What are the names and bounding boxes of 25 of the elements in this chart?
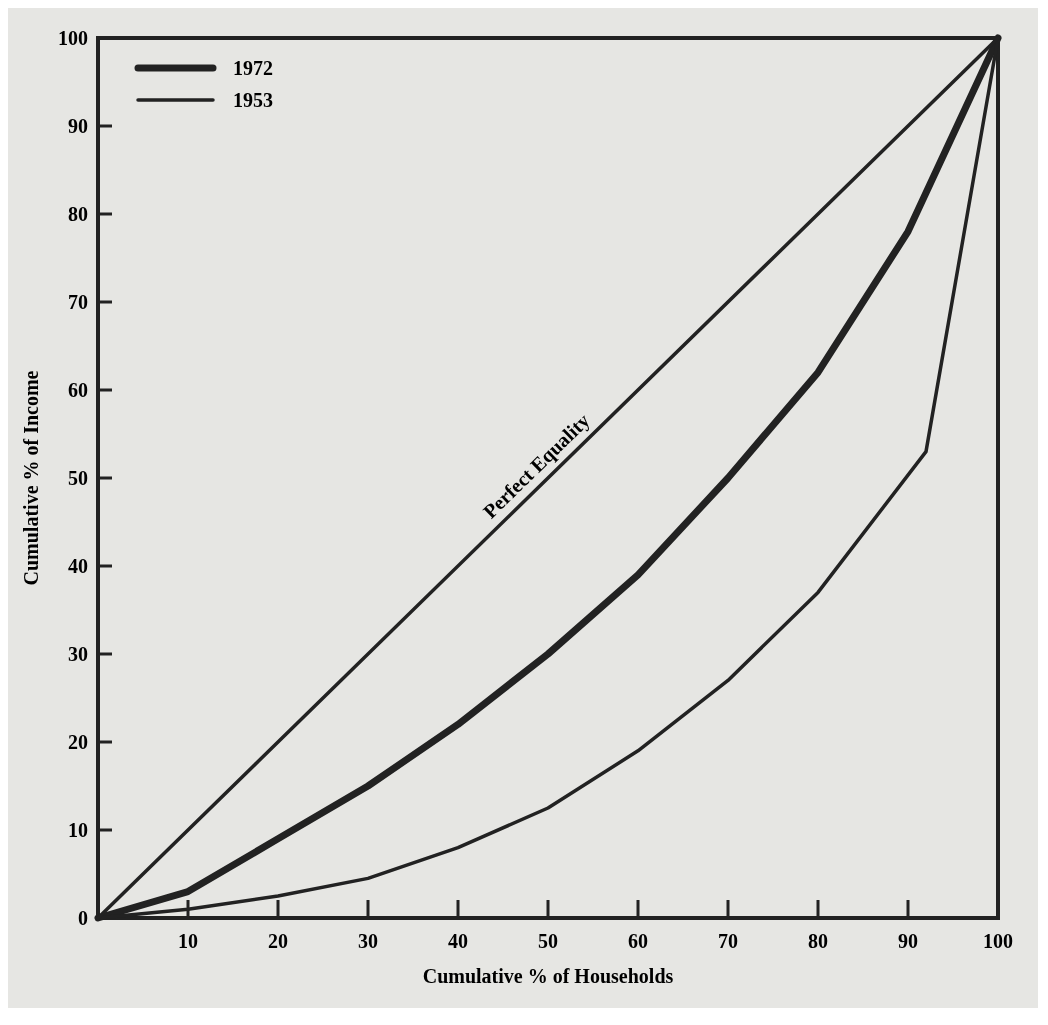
- x-tick-label: 20: [268, 930, 288, 952]
- legend-label: 1972: [233, 57, 273, 79]
- x-tick-label: 100: [983, 930, 1013, 952]
- x-tick-label: 50: [538, 930, 558, 952]
- y-tick-label: 50: [68, 467, 88, 489]
- x-tick-label: 60: [628, 930, 648, 952]
- legend-label: 1953: [233, 89, 273, 111]
- x-tick-label: 30: [358, 930, 378, 952]
- x-tick-label: 40: [448, 930, 468, 952]
- y-tick-label: 70: [68, 291, 88, 313]
- x-tick-label: 80: [808, 930, 828, 952]
- y-tick-label: 30: [68, 643, 88, 665]
- y-tick-label: 80: [68, 203, 88, 225]
- x-tick-label: 70: [718, 930, 738, 952]
- y-tick-label: 0: [78, 907, 88, 929]
- y-tick-label: 90: [68, 115, 88, 137]
- y-tick-label: 60: [68, 379, 88, 401]
- y-tick-label: 100: [58, 27, 88, 49]
- y-tick-label: 40: [68, 555, 88, 577]
- y-axis-title: Cumulative % of Income: [20, 370, 42, 586]
- y-tick-label: 10: [68, 819, 88, 841]
- x-tick-label: 90: [898, 930, 918, 952]
- x-tick-label: 10: [178, 930, 198, 952]
- x-axis-title: Cumulative % of Households: [422, 965, 674, 987]
- y-tick-label: 20: [68, 731, 88, 753]
